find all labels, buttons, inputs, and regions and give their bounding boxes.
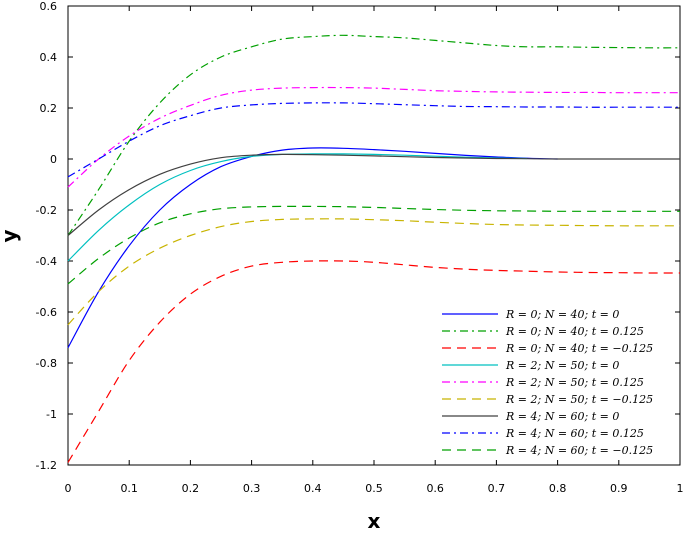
series-line-1: [67, 34, 681, 236]
y-tick-label: -0.2: [36, 204, 57, 217]
legend-label-1: R = 0; N = 40; t = 0.125: [505, 325, 644, 338]
legend-label-2: R = 0; N = 40; t = −0.125: [505, 342, 653, 355]
x-tick-label: 0: [65, 482, 72, 495]
x-tick-label: 1: [677, 482, 684, 495]
y-tick-label: -0.4: [36, 255, 57, 268]
legend-label-3: R = 2; N = 50; t = 0: [505, 359, 619, 372]
legend-label-8: R = 4; N = 60; t = −0.125: [505, 444, 653, 457]
y-tick-label: 0.2: [40, 102, 58, 115]
x-tick-label: 0.1: [120, 482, 138, 495]
y-tick-label: 0.6: [40, 0, 58, 13]
y-tick-label: -0.6: [36, 306, 57, 319]
y-tick-label: 0: [50, 153, 57, 166]
x-tick-label: 0.9: [610, 482, 628, 495]
y-axis-title: y: [0, 229, 21, 242]
x-tick-label: 0.3: [243, 482, 261, 495]
legend-label-0: R = 0; N = 40; t = 0: [505, 308, 619, 321]
legend-label-6: R = 4; N = 60; t = 0: [505, 410, 619, 423]
legend-label-4: R = 2; N = 50; t = 0.125: [505, 376, 644, 389]
y-tick-label: -0.8: [36, 357, 57, 370]
x-tick-label: 0.2: [182, 482, 200, 495]
y-tick-label: -1: [46, 408, 57, 421]
x-tick-label: 0.7: [488, 482, 506, 495]
plot-area: [67, 5, 681, 466]
x-tick-label: 0.5: [365, 482, 383, 495]
x-axis-title: x: [368, 509, 381, 533]
series-line-5: [67, 218, 680, 326]
series-line-8: [67, 205, 680, 285]
series-line-2: [67, 260, 680, 463]
series-line-6: [67, 153, 680, 236]
legend-label-5: R = 2; N = 50; t = −0.125: [505, 393, 653, 406]
series-layer: [67, 34, 681, 463]
legend-label-7: R = 4; N = 60; t = 0.125: [505, 427, 644, 440]
series-line-7: [67, 102, 680, 178]
y-tick-label: -1.2: [36, 459, 57, 472]
x-tick-label: 0.6: [426, 482, 444, 495]
y-tick-label: 0.4: [40, 51, 58, 64]
x-axis: 0 0.1 0.2 0.3 0.4 0.5 0.6 0.7 0.8 0.9 1: [65, 6, 684, 495]
x-tick-label: 0.4: [304, 482, 322, 495]
y-axis: 0.6 0.4 0.2 0 -0.2 -0.4 -0.6 -0.8 -1 -1.2: [36, 0, 680, 472]
x-tick-label: 0.8: [549, 482, 567, 495]
legend: R = 0; N = 40; t = 0 R = 0; N = 40; t = 0…: [442, 308, 653, 457]
series-line-0: [67, 147, 558, 348]
